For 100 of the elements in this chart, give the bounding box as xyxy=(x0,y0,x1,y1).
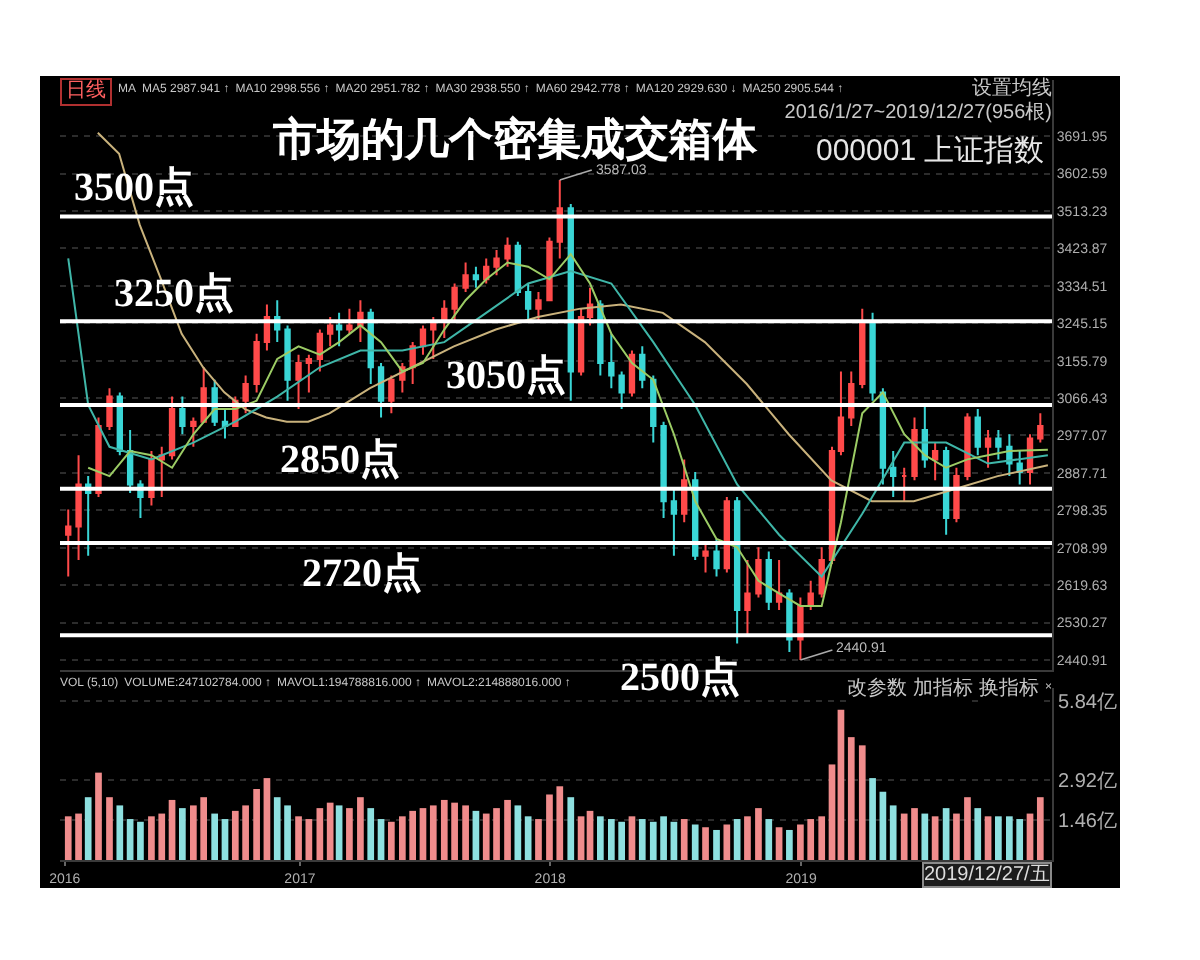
bar xyxy=(346,808,353,860)
bar xyxy=(116,805,124,860)
bar xyxy=(765,819,773,860)
bar xyxy=(84,797,92,860)
candlestick xyxy=(964,412,971,482)
bar xyxy=(984,816,992,860)
bar xyxy=(858,745,866,860)
candlestick xyxy=(984,429,992,469)
candlestick xyxy=(346,307,353,335)
candlestick xyxy=(755,546,762,599)
bar xyxy=(755,808,762,860)
bar xyxy=(137,821,144,860)
ref-line-label: 2500点 xyxy=(620,656,740,700)
candlestick xyxy=(911,416,918,482)
text: 市场的几个密集成交箱体 xyxy=(271,114,760,165)
annotation: 加指标 xyxy=(912,678,973,701)
candlestick xyxy=(775,558,783,612)
bar xyxy=(691,824,699,860)
candlestick xyxy=(472,265,480,289)
bar xyxy=(388,821,395,860)
candlestick xyxy=(713,537,720,578)
text: 000001 上证指数 xyxy=(816,134,1045,168)
candlestick xyxy=(377,362,385,419)
bar xyxy=(680,819,688,860)
annotation: 2016/1/27~2019/12/27(956根) xyxy=(784,101,1052,124)
bar xyxy=(168,799,176,860)
candlestick xyxy=(681,458,688,524)
candlestick xyxy=(75,454,82,561)
ref-line-label: 2720点 xyxy=(302,552,422,596)
bar xyxy=(921,813,929,860)
bar xyxy=(524,816,532,860)
bar xyxy=(514,805,522,860)
bar xyxy=(567,797,575,860)
bar xyxy=(316,808,324,860)
bar xyxy=(775,827,783,860)
candlestick xyxy=(335,311,343,348)
candlestick xyxy=(1016,450,1023,486)
bar xyxy=(179,808,186,860)
candlestick xyxy=(660,420,667,519)
candlestick xyxy=(733,496,741,645)
candlestick xyxy=(158,445,165,499)
bar xyxy=(462,805,469,860)
y-tick-label: 5.84亿 xyxy=(1058,691,1117,714)
candlestick xyxy=(744,558,751,637)
candlestick xyxy=(419,324,427,356)
bar xyxy=(974,808,982,860)
bar xyxy=(744,816,751,860)
y-tick-label: 1.46亿 xyxy=(1058,811,1117,834)
candlestick xyxy=(848,370,855,427)
bar xyxy=(931,816,939,860)
candlestick xyxy=(890,450,897,499)
bar xyxy=(638,819,646,860)
text: 2019/12/27/五 xyxy=(924,864,1050,886)
bar xyxy=(535,819,542,860)
candlestick xyxy=(974,408,981,457)
bar xyxy=(628,816,636,860)
candlestick xyxy=(953,466,960,524)
bar xyxy=(335,805,343,860)
bar xyxy=(733,819,741,860)
bar xyxy=(357,797,364,860)
bar xyxy=(847,737,855,860)
candlestick xyxy=(483,257,490,285)
candlestick xyxy=(388,374,395,415)
candlestick xyxy=(504,236,511,268)
candlestick xyxy=(639,345,646,390)
annotation: 设置均线 xyxy=(972,78,1052,101)
candlestick xyxy=(723,496,731,574)
candlestick xyxy=(556,179,563,260)
bar xyxy=(504,799,511,860)
annotation: 换指标 xyxy=(978,678,1039,701)
bar xyxy=(377,819,385,860)
bar xyxy=(818,816,826,860)
bar xyxy=(326,802,334,860)
bar xyxy=(596,816,604,860)
bar xyxy=(429,805,437,860)
y-tick-label: 2.92亿 xyxy=(1058,771,1117,794)
candlestick xyxy=(221,408,229,440)
ref-line-label: 3050点 xyxy=(446,354,566,398)
candlestick xyxy=(179,395,186,436)
bar xyxy=(295,816,302,860)
bar xyxy=(221,819,229,860)
candlestick xyxy=(305,353,313,394)
bar xyxy=(263,778,271,860)
candlestick xyxy=(702,542,709,574)
candlestick xyxy=(168,395,176,461)
bar xyxy=(889,805,897,860)
candlestick xyxy=(670,487,678,557)
annotation: 日线 xyxy=(60,78,112,105)
candlestick xyxy=(326,316,334,348)
candlestick xyxy=(859,307,866,390)
candlestick xyxy=(451,282,458,323)
bar xyxy=(723,824,731,860)
candlestick xyxy=(1037,412,1044,444)
bar xyxy=(1036,797,1044,860)
ref-line-label: 2850点 xyxy=(280,438,400,482)
bar xyxy=(713,829,720,860)
bar xyxy=(211,813,219,860)
candlestick xyxy=(316,328,324,373)
candlestick xyxy=(65,508,72,578)
candlestick xyxy=(995,429,1002,461)
